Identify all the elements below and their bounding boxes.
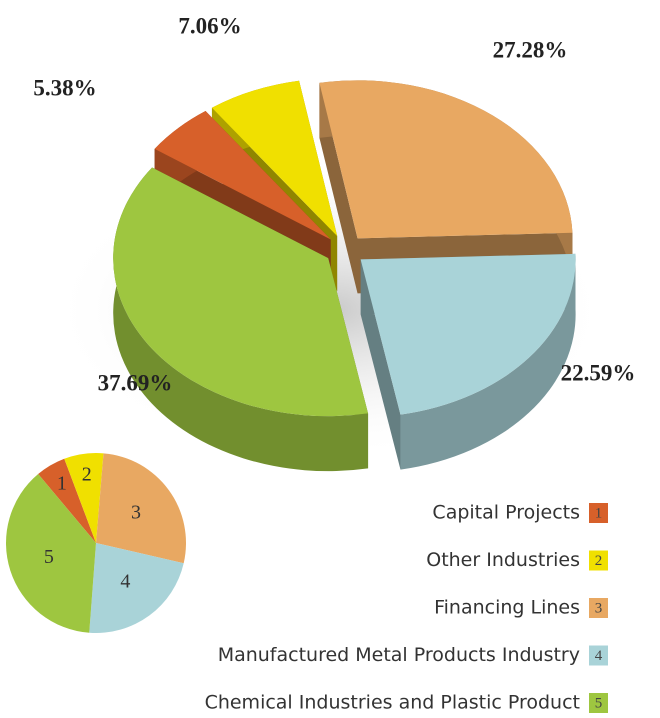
legend-number: 1 bbox=[595, 505, 603, 521]
legend-number: 2 bbox=[595, 553, 603, 569]
slice-side bbox=[113, 167, 369, 472]
mini-label: 5 bbox=[44, 546, 54, 568]
mini-label: 1 bbox=[57, 472, 67, 494]
value-label: 37.69% bbox=[98, 370, 173, 395]
legend-number: 4 bbox=[595, 648, 603, 664]
legend-label: Other Industries bbox=[426, 549, 580, 571]
mini-slice bbox=[96, 453, 187, 564]
value-label: 5.38% bbox=[33, 75, 96, 100]
legend-swatch bbox=[589, 598, 608, 618]
slice-top bbox=[113, 167, 369, 417]
legend-label: Chemical Industries and Plastic Product bbox=[205, 692, 580, 714]
mini-label: 3 bbox=[131, 501, 141, 523]
value-label: 22.59% bbox=[561, 360, 636, 385]
legend-swatch bbox=[589, 645, 608, 666]
slice-wall bbox=[319, 82, 573, 294]
slice-top bbox=[360, 253, 576, 415]
legend-label: Manufactured Metal Products Industry bbox=[218, 644, 580, 666]
value-label: 27.28% bbox=[493, 37, 568, 62]
mini-label: 2 bbox=[82, 464, 92, 486]
slice-side bbox=[400, 253, 576, 470]
legend-label: Capital Projects bbox=[432, 502, 580, 524]
legend-swatch bbox=[589, 693, 608, 713]
mini-label: 4 bbox=[120, 570, 130, 592]
legend-swatch bbox=[589, 503, 608, 523]
value-label: 7.06% bbox=[178, 13, 241, 38]
legend-swatch bbox=[589, 550, 608, 571]
legend-label: Financing Lines bbox=[434, 597, 580, 619]
slice-top bbox=[211, 80, 338, 237]
mini-slice bbox=[6, 474, 96, 633]
mini-slice bbox=[38, 458, 96, 543]
legend-number: 3 bbox=[595, 600, 603, 616]
mini-slice bbox=[64, 453, 104, 543]
slice-top bbox=[319, 80, 573, 239]
mini-slice bbox=[89, 543, 184, 633]
slice-top bbox=[154, 111, 331, 240]
legend-number: 5 bbox=[595, 695, 603, 711]
